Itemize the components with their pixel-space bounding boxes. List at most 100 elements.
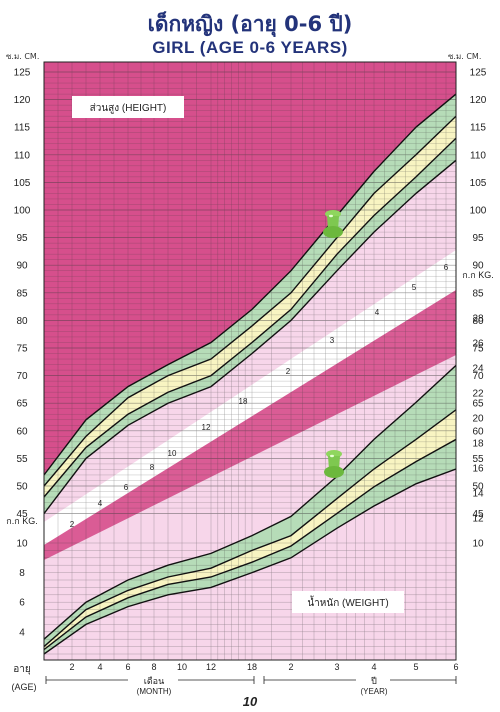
height-tick-left: 50 <box>16 482 28 493</box>
height-tick-left: 60 <box>16 426 28 437</box>
height-tick-right: 110 <box>470 150 486 161</box>
weight-tick-right: 16 <box>472 464 484 475</box>
weight-band-upper <box>44 365 456 647</box>
weight-tick-right: 26 <box>472 339 484 350</box>
age-band-label: 6 <box>444 263 449 272</box>
height-tick-left: 95 <box>16 233 28 244</box>
height-tick-right: 120 <box>470 95 487 106</box>
right-unit-label: ซ.ม. CM. <box>448 52 482 61</box>
height-curve-line <box>44 159 456 515</box>
age-band-label: 10 <box>168 449 177 458</box>
age-band-label: 2 <box>70 520 75 529</box>
age-band-label: 18 <box>239 397 248 406</box>
age-label-english: (AGE) <box>11 682 36 692</box>
height-band-upper <box>44 94 456 486</box>
weight-tick-right: 12 <box>472 514 484 525</box>
month-tick-label: 10 <box>177 662 187 672</box>
height-tick-left: 115 <box>14 123 30 134</box>
month-label-english: (MONTH) <box>137 687 172 696</box>
height-tick-right: 45 <box>472 509 484 520</box>
weight-curve-line <box>44 438 456 651</box>
height-label-box <box>72 96 184 118</box>
weight-curve-line <box>44 468 456 655</box>
height-tick-left: 70 <box>16 371 28 382</box>
pushpin-icon <box>324 450 344 478</box>
height-tick-right: 85 <box>472 288 484 299</box>
weight-label-box <box>292 591 404 613</box>
height-tick-right: 105 <box>470 178 487 189</box>
chart-title-thai: เด็กหญิง (อายุ 0-6 ปี) <box>147 12 353 36</box>
height-tick-right: 50 <box>472 482 484 493</box>
weight-tick-right: 20 <box>472 414 484 425</box>
height-tick-left: 110 <box>14 150 30 161</box>
height-tick-right: 100 <box>470 206 487 217</box>
age-band-label: 12 <box>202 423 211 432</box>
weight-unit-right: ก.ก KG. <box>462 270 493 280</box>
weight-tick-left: 6 <box>19 598 25 609</box>
year-label-english: (YEAR) <box>360 687 387 696</box>
weight-tick-right: 24 <box>472 364 484 375</box>
month-tick-label: 12 <box>206 662 216 672</box>
height-tick-right: 115 <box>470 123 486 134</box>
year-tick-label: 5 <box>413 662 418 672</box>
height-tick-left: 90 <box>16 261 28 272</box>
age-band-label: 4 <box>375 308 380 317</box>
diagonal-age-band <box>44 250 456 545</box>
height-curve-line <box>44 93 456 476</box>
weight-tick-right: 22 <box>472 389 484 400</box>
age-band-label: 3 <box>330 336 335 345</box>
age-label-thai: อายุ <box>13 664 30 675</box>
height-curve-line <box>44 115 456 487</box>
plot-border <box>43 61 457 661</box>
weight-tick-right: 14 <box>472 489 484 500</box>
height-tick-right: 70 <box>472 371 484 382</box>
age-band-label: 6 <box>124 483 129 492</box>
month-tick-label: 8 <box>151 662 156 672</box>
height-tick-right: 125 <box>470 68 487 79</box>
weight-tick-right: 18 <box>472 439 484 450</box>
month-label-thai: เดือน <box>144 676 164 686</box>
weight-tick-right: 10 <box>472 539 484 550</box>
weight-band-middle <box>44 409 456 650</box>
weight-unit-left: ก.ก KG. <box>6 516 37 526</box>
weight-curve-line <box>44 364 456 640</box>
height-tick-left: 100 <box>14 206 31 217</box>
height-tick-left: 120 <box>14 95 31 106</box>
weight-tick-left: 4 <box>19 627 25 638</box>
height-tick-left: 80 <box>16 316 28 327</box>
height-tick-right: 75 <box>472 344 484 355</box>
weight-tick-left: 10 <box>16 539 28 550</box>
height-tick-left: 85 <box>16 288 28 299</box>
height-tick-left: 105 <box>14 178 31 189</box>
weight-tick-right: 28 <box>472 314 484 325</box>
left-unit-label: ซ.ม. CM. <box>6 52 40 61</box>
height-tick-right: 90 <box>472 261 484 272</box>
height-tick-left: 65 <box>16 399 28 410</box>
height-tick-left: 55 <box>16 454 28 465</box>
chart-title-english: GIRL (AGE 0-6 YEARS) <box>152 38 348 57</box>
age-band-label: 5 <box>412 283 417 292</box>
height-tick-left: 75 <box>16 344 28 355</box>
height-curve-line <box>44 137 456 498</box>
height-region-above <box>44 62 456 475</box>
month-tick-label: 6 <box>125 662 130 672</box>
height-tick-right: 55 <box>472 454 484 465</box>
page-number: 10 <box>242 694 258 709</box>
year-tick-label: 2 <box>288 662 293 672</box>
weight-tick-left: 8 <box>19 568 25 579</box>
weight-region-above <box>44 290 456 560</box>
weight-curve-line <box>44 409 456 648</box>
height-tick-right: 95 <box>472 233 484 244</box>
age-band-label: 4 <box>98 499 103 508</box>
month-tick-label: 4 <box>97 662 102 672</box>
age-band-label: 8 <box>150 463 155 472</box>
month-tick-label: 18 <box>247 662 257 672</box>
year-tick-label: 6 <box>453 662 458 672</box>
pushpin-icon <box>323 210 343 238</box>
height-tick-left: 125 <box>14 68 31 79</box>
age-band-label: 2 <box>286 367 291 376</box>
height-tick-left: 45 <box>16 509 28 520</box>
height-tick-right: 65 <box>472 399 484 410</box>
year-tick-label: 4 <box>371 662 376 672</box>
